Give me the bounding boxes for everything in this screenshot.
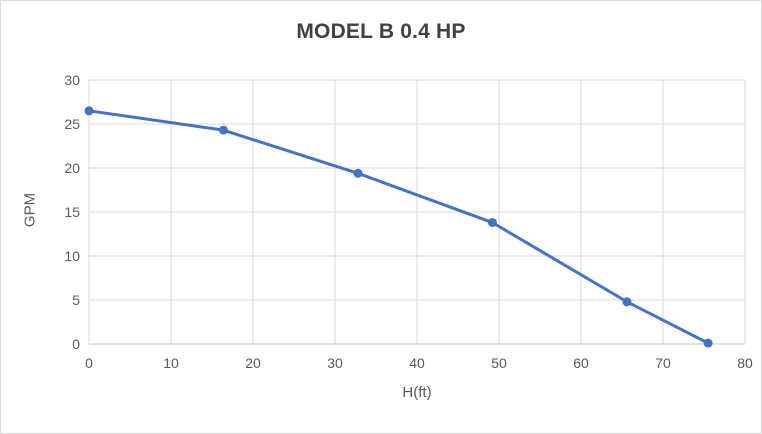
y-tick-label: 5 — [72, 292, 80, 308]
x-tick-label: 60 — [573, 355, 589, 371]
y-tick-label: 20 — [64, 160, 80, 176]
x-tick-label: 30 — [327, 355, 343, 371]
y-tick-label: 30 — [64, 72, 80, 88]
y-tick-label: 0 — [72, 336, 80, 352]
y-tick-label: 15 — [64, 204, 80, 220]
y-tick-label: 10 — [64, 248, 80, 264]
y-tick-label: 25 — [64, 116, 80, 132]
data-point-marker — [622, 297, 632, 307]
chart-title: MODEL B 0.4 HP — [296, 20, 466, 43]
x-tick-label: 40 — [409, 355, 425, 371]
x-tick-label: 70 — [655, 355, 671, 371]
x-tick-label: 80 — [737, 355, 753, 371]
data-point-marker — [487, 218, 497, 228]
x-tick-label: 0 — [85, 355, 93, 371]
data-point-marker — [84, 106, 94, 116]
data-point-marker — [703, 338, 713, 348]
data-point-marker — [218, 125, 228, 135]
x-axis-title: H(ft) — [402, 384, 432, 401]
x-tick-label: 20 — [245, 355, 261, 371]
data-point-marker — [353, 168, 363, 178]
x-tick-label: 10 — [163, 355, 179, 371]
x-tick-label: 50 — [491, 355, 507, 371]
series-line — [87, 109, 710, 345]
